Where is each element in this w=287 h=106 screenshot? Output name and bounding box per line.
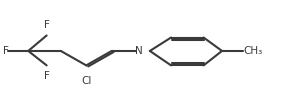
Text: F: F bbox=[44, 20, 50, 30]
Text: F: F bbox=[44, 71, 50, 81]
Text: CH₃: CH₃ bbox=[243, 46, 262, 56]
Text: N: N bbox=[135, 46, 143, 56]
Text: F: F bbox=[3, 46, 9, 56]
Text: Cl: Cl bbox=[81, 76, 92, 86]
